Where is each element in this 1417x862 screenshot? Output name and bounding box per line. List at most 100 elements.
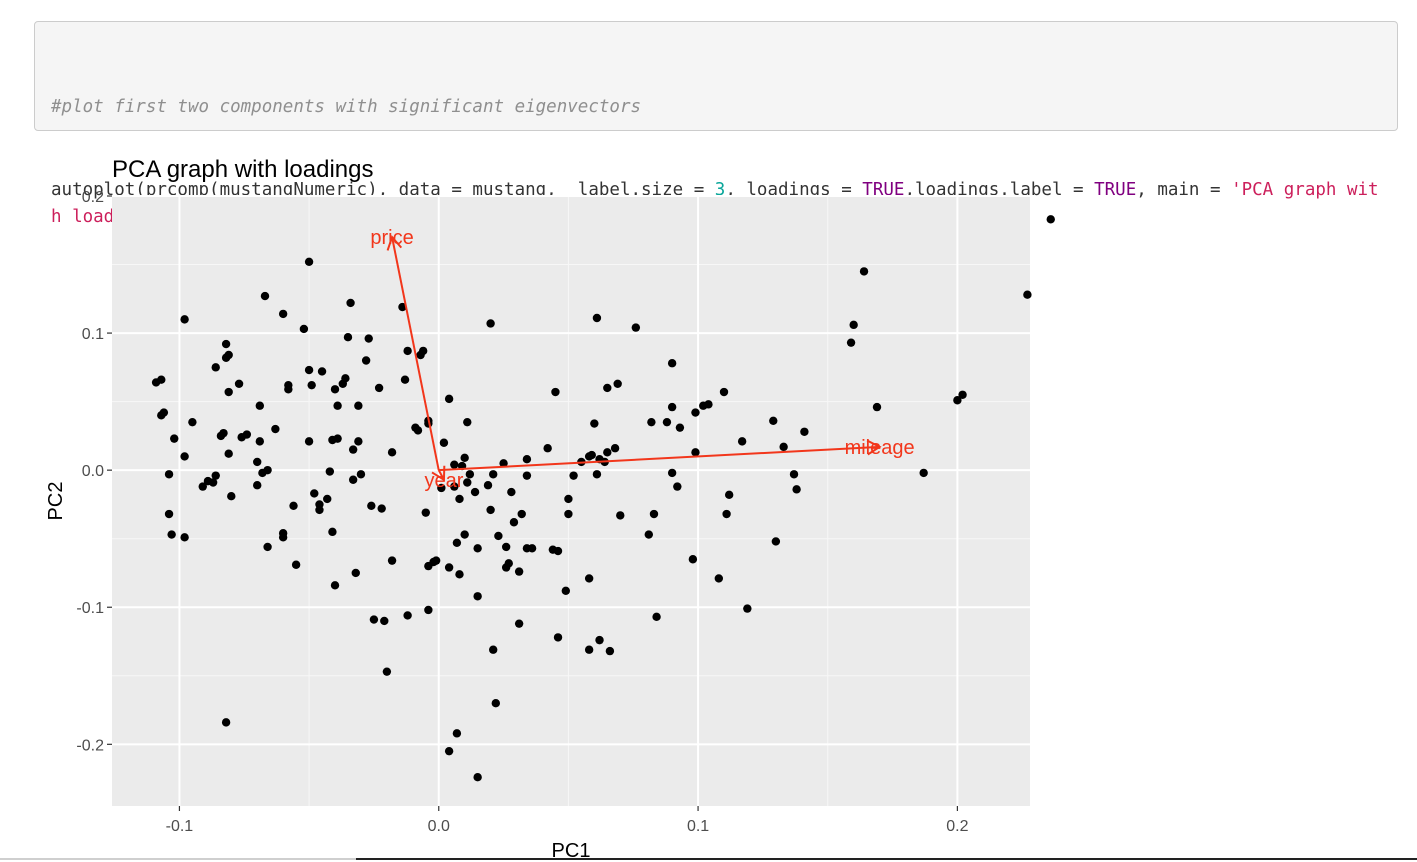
data-point — [263, 542, 272, 552]
data-point — [455, 570, 464, 579]
data-point — [667, 468, 677, 478]
data-point — [662, 417, 672, 427]
data-point — [400, 375, 410, 384]
data-point — [208, 478, 218, 487]
x-tick-label: 0.0 — [428, 818, 450, 835]
data-point — [164, 470, 174, 479]
data-point — [584, 574, 594, 583]
y-tick-label: 0.1 — [82, 326, 104, 343]
data-point — [616, 511, 625, 520]
code-token: , loadings = — [725, 179, 863, 200]
data-point — [354, 401, 363, 410]
data-point — [304, 257, 314, 266]
data-point — [444, 563, 454, 572]
y-tick-label: 0.2 — [82, 189, 104, 206]
data-point — [198, 482, 207, 491]
data-point — [564, 494, 573, 504]
data-point — [242, 430, 252, 439]
data-point — [348, 475, 358, 484]
data-point — [330, 581, 340, 590]
data-point — [652, 612, 661, 622]
y-tick-label: -0.2 — [76, 737, 104, 754]
data-point — [953, 396, 962, 405]
data-point — [769, 416, 778, 426]
data-point — [849, 320, 858, 330]
data-point — [494, 531, 503, 541]
data-point — [377, 504, 386, 513]
data-point — [224, 449, 233, 458]
data-point — [527, 544, 537, 553]
data-point — [846, 338, 856, 347]
data-point — [424, 605, 433, 615]
data-point — [291, 560, 301, 569]
data-point — [737, 437, 747, 446]
loading-arrowhead — [431, 465, 446, 482]
data-point — [504, 559, 513, 568]
data-point — [644, 530, 653, 539]
data-point — [564, 509, 573, 519]
data-point — [551, 387, 560, 397]
data-point — [792, 485, 801, 494]
x-tick-label: 0.2 — [946, 818, 968, 835]
bottom-divider-right — [356, 858, 1417, 860]
data-point — [514, 619, 524, 628]
data-point — [211, 471, 220, 480]
data-point — [444, 746, 454, 756]
data-point — [673, 482, 682, 491]
data-point — [483, 481, 493, 490]
data-point — [553, 633, 563, 642]
data-point — [180, 533, 189, 542]
loading-label: year — [424, 470, 463, 492]
data-point — [859, 267, 869, 276]
data-point — [374, 383, 384, 393]
data-point — [603, 448, 612, 457]
data-point — [724, 490, 734, 500]
loading-arrowhead — [386, 235, 403, 251]
data-point — [330, 385, 340, 394]
data-point — [227, 492, 236, 501]
code-token: 3 — [714, 179, 726, 200]
data-point — [341, 374, 350, 383]
data-point — [592, 313, 602, 323]
data-point — [486, 319, 495, 328]
data-point — [722, 509, 731, 519]
data-point — [180, 452, 189, 461]
x-axis: -0.1 0.0 0.1 0.2 — [166, 806, 969, 835]
data-point — [507, 487, 516, 497]
data-point — [595, 635, 604, 645]
data-point — [470, 487, 480, 497]
data-point — [1023, 290, 1032, 299]
data-point — [667, 359, 677, 368]
data-point — [667, 402, 677, 412]
data-point — [351, 568, 360, 578]
data-point — [501, 542, 511, 552]
data-point — [159, 408, 169, 417]
data-point — [289, 501, 298, 510]
data-point — [584, 645, 594, 654]
code-comment: #plot first two components with signific… — [51, 97, 642, 117]
data-point — [675, 423, 685, 432]
data-point — [255, 401, 265, 410]
data-point — [167, 530, 176, 539]
data-point — [348, 445, 358, 454]
data-point — [253, 457, 262, 467]
data-point — [919, 468, 928, 478]
data-point — [421, 508, 430, 517]
data-point — [649, 509, 659, 519]
data-point — [253, 481, 262, 490]
data-point — [958, 390, 967, 399]
y-tick-label: -0.1 — [76, 600, 104, 617]
data-point — [569, 471, 578, 480]
data-point — [260, 291, 270, 301]
data-point — [356, 470, 366, 479]
data-point — [592, 470, 602, 479]
data-point — [278, 529, 288, 538]
data-point — [343, 332, 353, 342]
code-token: autoplot(prcomp(mustangNumeric), data = … — [51, 179, 715, 200]
data-point — [691, 408, 700, 417]
data-point — [325, 467, 335, 476]
data-point — [180, 315, 189, 324]
x-axis-label: PC1 — [552, 840, 591, 860]
data-point — [450, 482, 459, 491]
code-cell[interactable]: #plot first two components with signific… — [34, 21, 1398, 227]
